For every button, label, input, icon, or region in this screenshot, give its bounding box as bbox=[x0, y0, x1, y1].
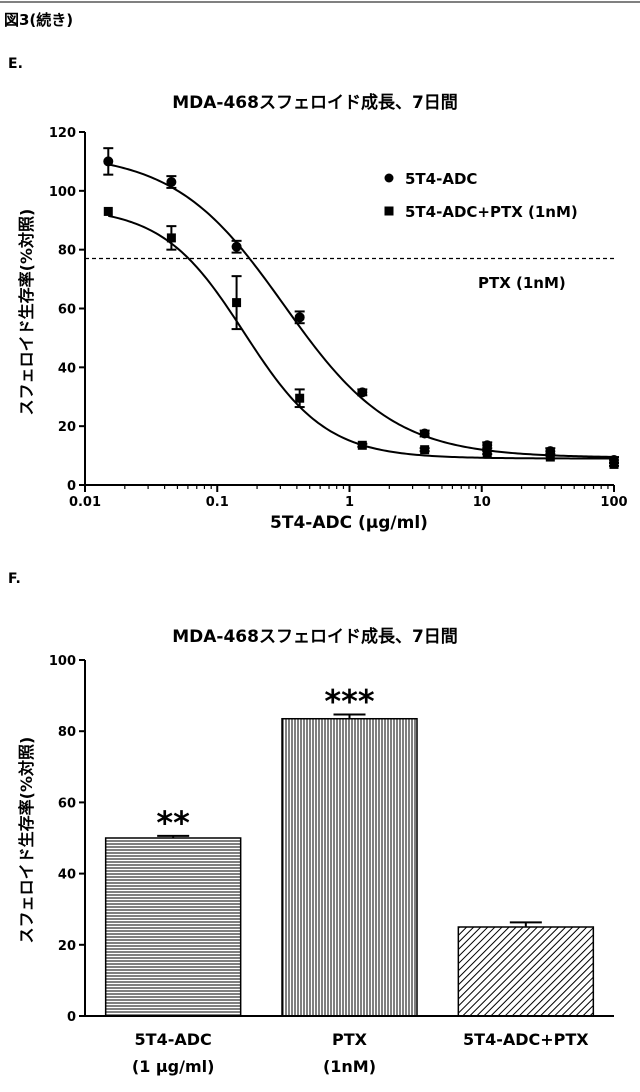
data-point-square bbox=[545, 452, 555, 462]
panel-f: F. MDA-468スフェロイド成長、7日間 スフェロイド生存率(%対照) 0 2… bbox=[8, 571, 614, 1076]
ptx-reference-label: PTX (1nM) bbox=[478, 274, 566, 292]
y-tick-label: 40 bbox=[58, 868, 76, 883]
panel-f-letter: F. bbox=[8, 571, 21, 587]
panel-e-letter: E. bbox=[8, 56, 23, 72]
x-tick-label: 0.1 bbox=[206, 495, 229, 510]
x-tick-label: 100 bbox=[600, 495, 627, 510]
significance-marker: ** bbox=[156, 804, 190, 842]
y-tick-label: 80 bbox=[58, 244, 76, 259]
data-point-circle bbox=[357, 387, 368, 398]
panel-e: E. MDA-468スフェロイド成長、7日間 スフェロイド生存率(%対照) 5T… bbox=[8, 56, 628, 533]
panel-e-y-axis-label: スフェロイド生存率(%対照) bbox=[17, 209, 36, 416]
legend-marker-circle bbox=[384, 173, 394, 183]
data-point-circle bbox=[419, 428, 430, 439]
x-tick-label: 1 bbox=[345, 495, 354, 510]
legend-label-5t4-adc-ptx: 5T4-ADC+PTX (1nM) bbox=[405, 203, 578, 221]
panel-f-bars: ** 5T4-ADC (1 µg/ml) *** PTX (1nM) 5T4-ADC+PTX bbox=[104, 682, 595, 1076]
legend-label-5t4-adc: 5T4-ADC bbox=[405, 170, 477, 188]
bar bbox=[281, 717, 418, 1017]
data-point-square bbox=[609, 459, 619, 469]
y-tick-label: 60 bbox=[58, 796, 76, 811]
panel-e-title: MDA-468スフェロイド成長、7日間 bbox=[172, 92, 458, 113]
y-tick-label: 120 bbox=[49, 126, 76, 141]
fit-curve-series-2 bbox=[108, 214, 614, 460]
panel-e-legend: 5T4-ADC 5T4-ADC+PTX (1nM) bbox=[384, 170, 578, 221]
category-sublabel: (1nM) bbox=[323, 1057, 376, 1076]
data-point-square bbox=[420, 445, 430, 455]
y-tick-label: 80 bbox=[58, 725, 76, 740]
y-tick-label: 60 bbox=[58, 303, 76, 318]
panel-e-data-points bbox=[103, 147, 619, 469]
category-label: 5T4-ADC bbox=[135, 1030, 212, 1049]
data-point-square bbox=[166, 233, 176, 243]
y-tick-label: 20 bbox=[58, 939, 76, 954]
data-point-square bbox=[232, 298, 242, 308]
data-point-square bbox=[295, 393, 305, 403]
panel-e-y-ticks: 0 20 40 60 80 100 120 bbox=[49, 126, 85, 494]
x-tick-label: 0.01 bbox=[69, 495, 101, 510]
x-tick-label: 10 bbox=[473, 495, 491, 510]
fit-curve-series-1 bbox=[108, 163, 615, 458]
category-sublabel: (1 µg/ml) bbox=[132, 1057, 215, 1076]
legend-marker-square bbox=[384, 206, 394, 216]
data-point-circle bbox=[103, 156, 114, 167]
panel-f-y-axis-label: スフェロイド生存率(%対照) bbox=[17, 737, 36, 944]
y-tick-label: 0 bbox=[67, 1010, 76, 1025]
data-point-square bbox=[357, 440, 367, 450]
y-tick-label: 40 bbox=[58, 361, 76, 376]
category-label: 5T4-ADC+PTX bbox=[463, 1030, 589, 1049]
significance-marker: *** bbox=[324, 682, 374, 720]
y-tick-label: 100 bbox=[49, 185, 76, 200]
panel-e-x-ticks: 0.01 0.1 1 10 100 bbox=[69, 485, 628, 510]
y-tick-label: 20 bbox=[58, 420, 76, 435]
data-point-square bbox=[103, 206, 113, 216]
data-point-square bbox=[482, 448, 492, 458]
data-point-circle bbox=[231, 241, 242, 252]
data-point-circle bbox=[294, 312, 305, 323]
panel-f-title: MDA-468スフェロイド成長、7日間 bbox=[172, 626, 458, 647]
category-label: PTX bbox=[332, 1030, 368, 1049]
y-tick-label: 100 bbox=[49, 654, 76, 669]
bar bbox=[104, 837, 242, 1017]
panel-f-y-ticks: 0 20 40 60 80 100 bbox=[49, 654, 85, 1025]
data-point-circle bbox=[166, 177, 177, 188]
bar bbox=[457, 926, 595, 1017]
figure-label: 図3(続き) bbox=[4, 11, 73, 29]
panel-e-x-axis-label: 5T4-ADC (µg/ml) bbox=[270, 513, 428, 533]
data-point-circle bbox=[482, 440, 493, 451]
y-tick-label: 0 bbox=[67, 479, 76, 494]
